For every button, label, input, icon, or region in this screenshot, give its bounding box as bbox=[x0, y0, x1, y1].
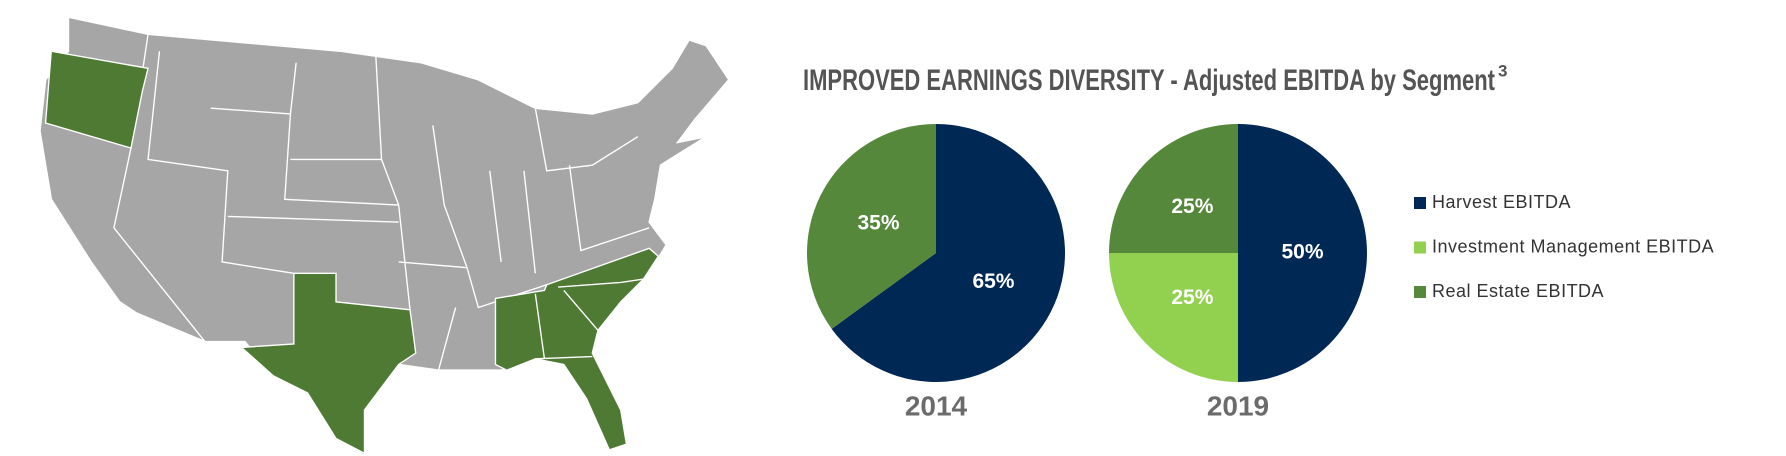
slice-label: 25% bbox=[1171, 195, 1213, 218]
texas bbox=[239, 272, 417, 455]
southeast-borders bbox=[534, 278, 644, 360]
title-superscript: 3 bbox=[1498, 61, 1507, 80]
legend-label: Harvest EBITDA bbox=[1432, 192, 1571, 212]
pie-slice bbox=[831, 124, 1065, 383]
slice-label: 65% bbox=[972, 270, 1014, 293]
legend-label: Investment Management EBITDA bbox=[1432, 236, 1714, 256]
oregon bbox=[44, 50, 149, 149]
legend-swatch bbox=[1414, 197, 1426, 209]
pie-slice bbox=[807, 124, 936, 329]
us-map bbox=[39, 16, 731, 456]
legend-swatch bbox=[1414, 241, 1426, 254]
slice-label: 25% bbox=[1171, 286, 1213, 309]
slice-label: 50% bbox=[1281, 241, 1323, 264]
pie-slice bbox=[1238, 124, 1367, 382]
legend-swatch bbox=[1414, 286, 1426, 298]
slice-label: 35% bbox=[858, 211, 900, 234]
charts: 65% 35% 2014 50% 25% 25% 2019 Harvest EBITDA Inv… bbox=[807, 124, 1714, 421]
pie-slice bbox=[1109, 124, 1238, 253]
pie-title: 2019 bbox=[1207, 390, 1269, 421]
legend-label: Real Estate EBITDA bbox=[1432, 281, 1604, 301]
chart-title: IMPROVED EARNINGS DIVERSITY - Adjusted E… bbox=[803, 64, 1495, 97]
pie-slice bbox=[1109, 253, 1238, 382]
pie-title: 2014 bbox=[905, 390, 968, 421]
